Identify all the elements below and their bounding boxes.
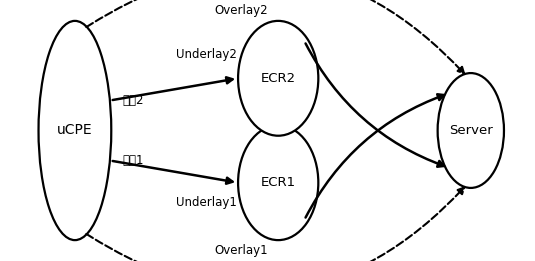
Ellipse shape [238,125,318,240]
Text: 出口1: 出口1 [122,154,143,167]
Text: Underlay2: Underlay2 [175,48,236,61]
Text: 出口2: 出口2 [122,94,143,107]
Ellipse shape [438,73,504,188]
Ellipse shape [238,21,318,136]
Text: uCPE: uCPE [57,123,93,138]
Text: Server: Server [449,124,493,137]
Text: Underlay1: Underlay1 [175,196,236,209]
Text: ECR1: ECR1 [261,176,296,189]
Ellipse shape [39,21,111,240]
Text: ECR2: ECR2 [261,72,296,85]
Text: Overlay1: Overlay1 [214,244,268,257]
Text: Overlay2: Overlay2 [214,4,268,17]
